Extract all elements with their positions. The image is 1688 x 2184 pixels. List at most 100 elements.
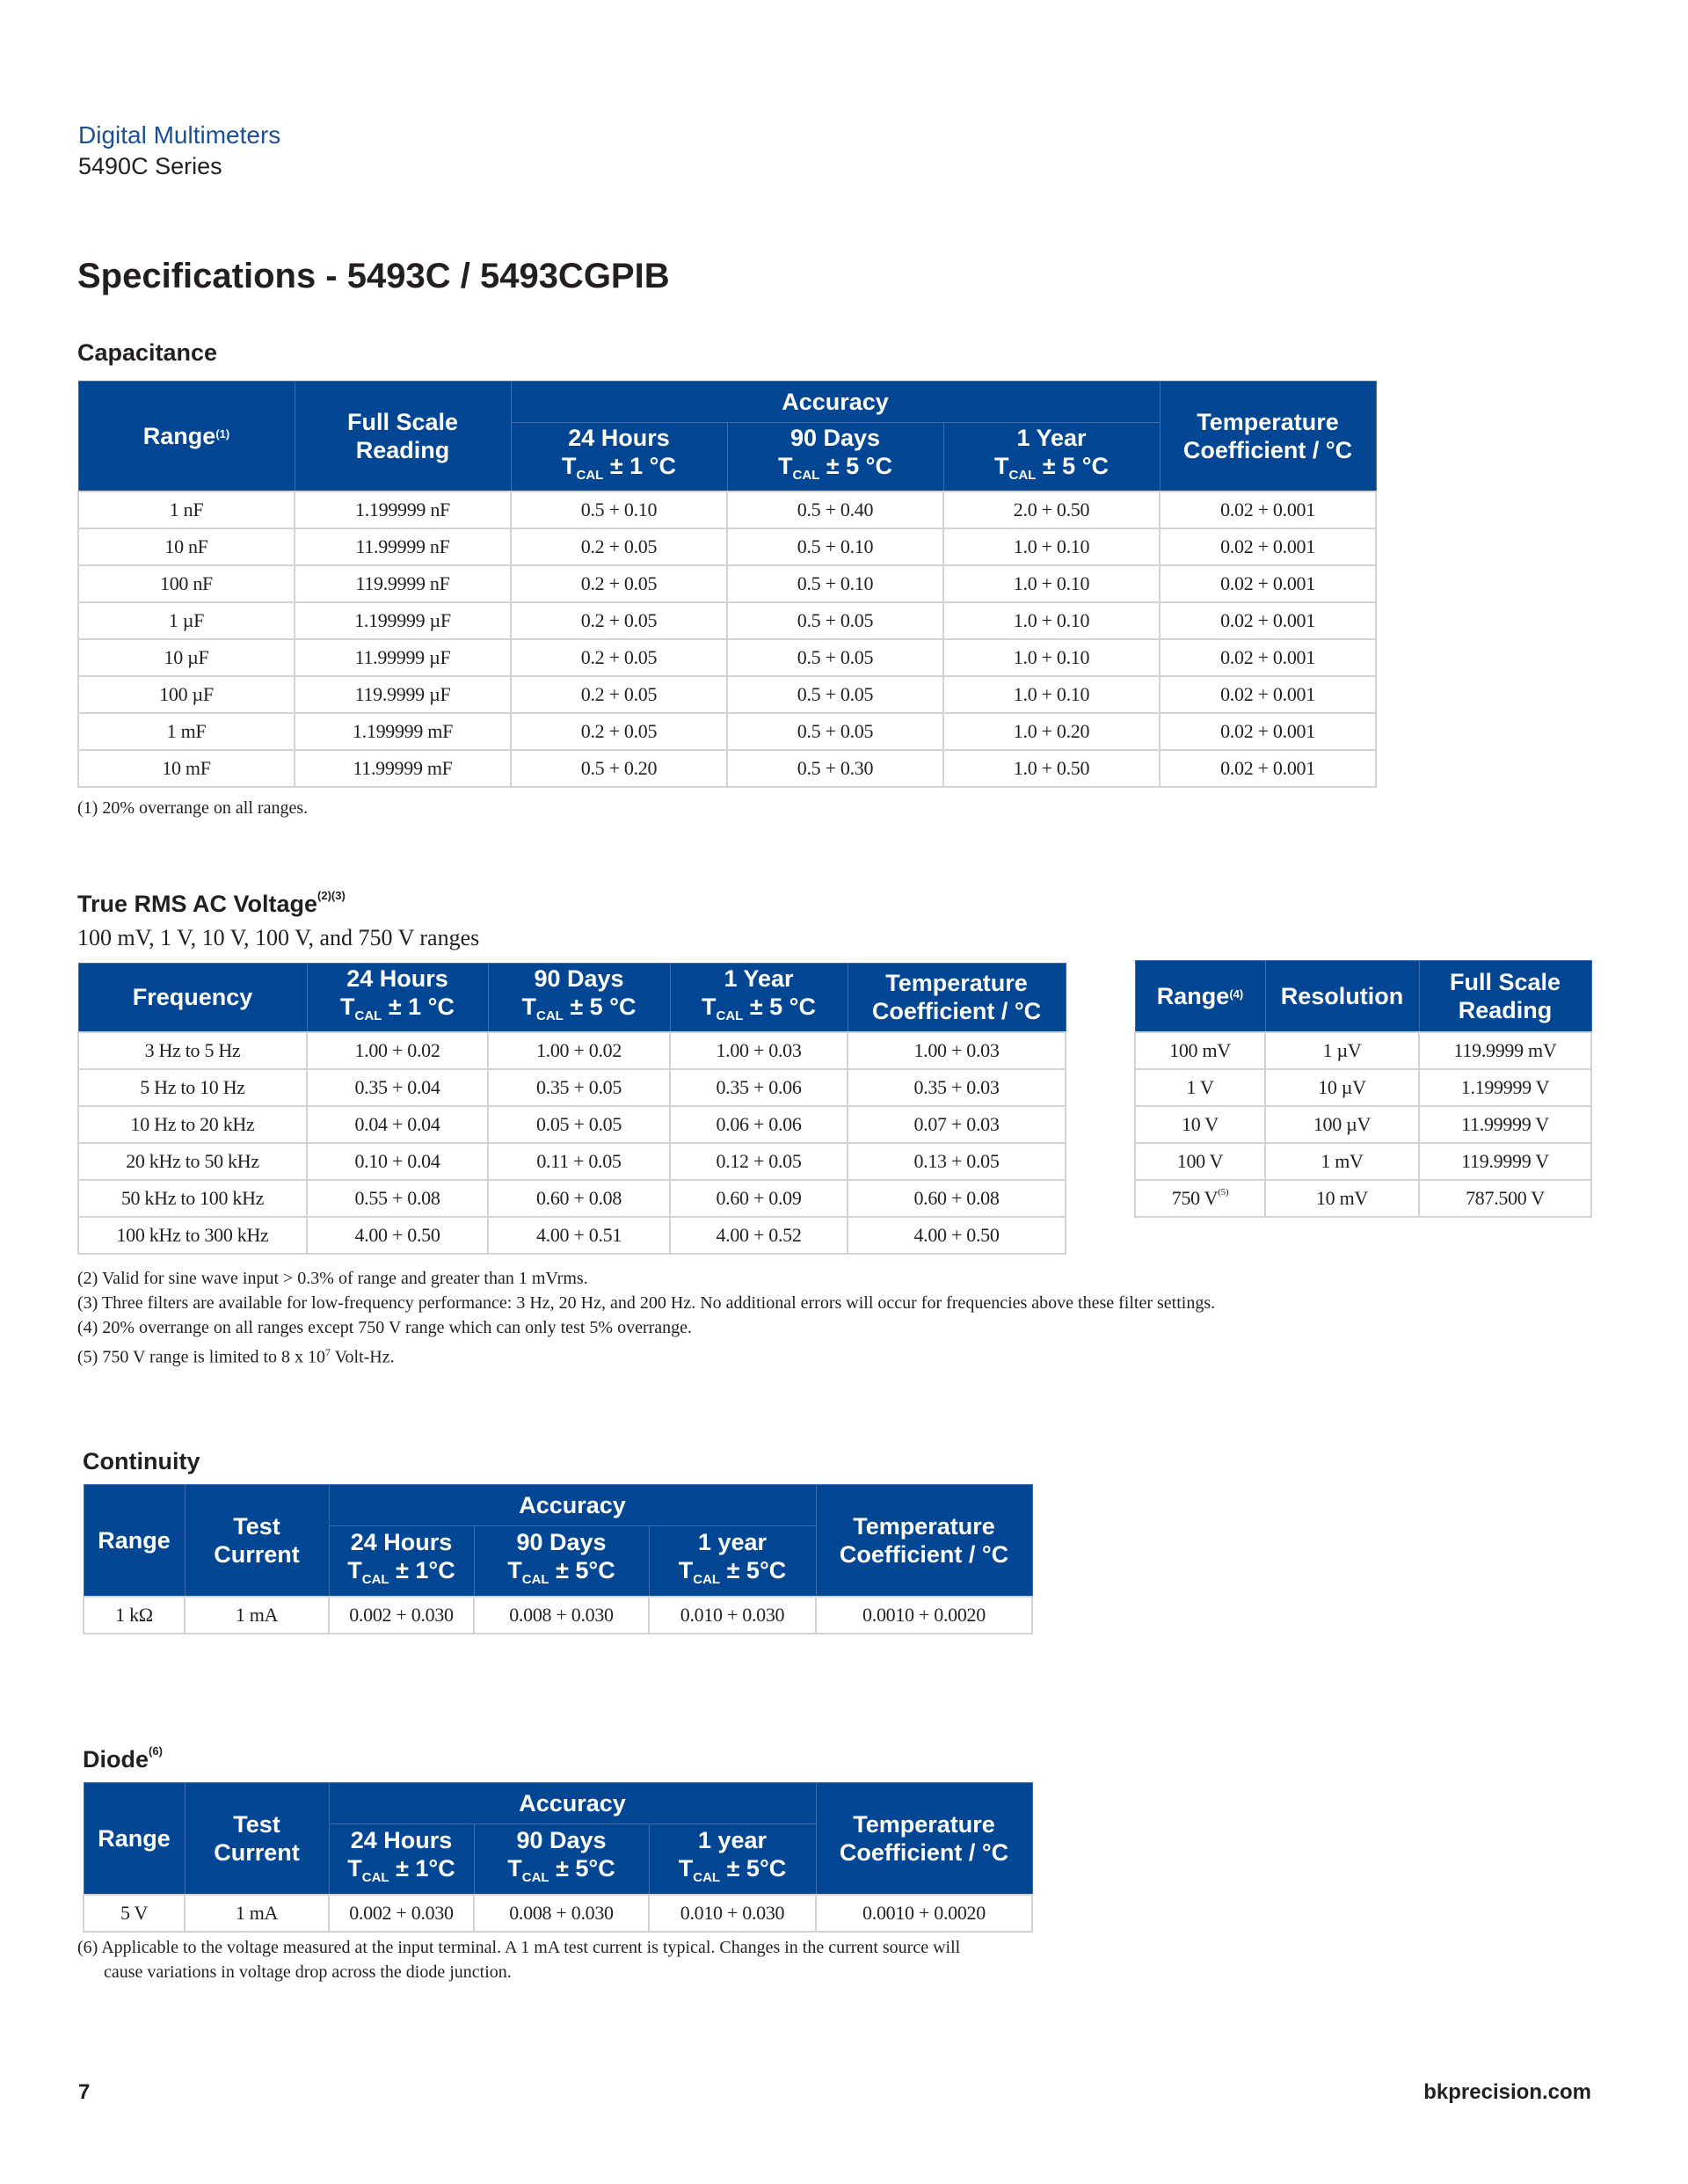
cell-value: 1 µF — [168, 608, 205, 631]
table-cell: 0.010 + 0.030 — [647, 1595, 818, 1634]
cell-value: 10 mV — [1315, 1186, 1368, 1209]
capacitance-footnote: (1) 20% overrange on all ranges. — [77, 798, 309, 818]
table-cell: 0.35 + 0.05 — [487, 1067, 671, 1107]
table-cell: 0.11 + 0.05 — [487, 1141, 671, 1181]
col-1y: 1 year TCAL ± 5°C — [648, 1824, 817, 1895]
table-cell: 0.02 + 0.001 — [1159, 527, 1378, 566]
cell-value: 4.00 + 0.50 — [354, 1223, 440, 1246]
brand-title: Digital Multimeters — [78, 121, 281, 149]
cell-value: 4.00 + 0.50 — [913, 1223, 1000, 1246]
table-cell: 100 µF — [77, 674, 295, 714]
col-range: Range — [83, 1782, 186, 1895]
table-row: 20 kHz to 50 kHz 0.10 + 0.04 0.11 + 0.05 0.… — [77, 1141, 1066, 1181]
cell-value: 0.06 + 0.06 — [716, 1112, 802, 1135]
col-90d: 90 Days TCAL ± 5 °C — [726, 422, 944, 491]
table-cell: 5 V — [83, 1893, 186, 1933]
table-cell: 1 µF — [77, 601, 295, 640]
table-row: 1 V 10 µV 1.199999 V — [1134, 1067, 1592, 1107]
diode-footnote: (6) Applicable to the voltage measured a… — [77, 1935, 960, 1984]
table-cell: 0.07 + 0.03 — [847, 1104, 1066, 1144]
cell-value: 10 µV — [1318, 1075, 1366, 1098]
ac-voltage-heading: True RMS AC Voltage(2)(3) — [77, 889, 346, 917]
col-resolution: Resolution — [1264, 960, 1420, 1032]
table-row: 100 V 1 mV 119.9999 V — [1134, 1141, 1592, 1181]
cell-value: 0.02 + 0.001 — [1220, 535, 1315, 557]
table-row: 1 mF 1.199999 mF 0.2 + 0.05 0.5 + 0.05 1.0 +… — [77, 711, 1378, 751]
website-link[interactable]: bkprecision.com — [1423, 2080, 1591, 2104]
ac-voltage-subtitle: 100 mV, 1 V, 10 V, 100 V, and 750 V rang… — [77, 925, 480, 950]
table-row: 100 mV 1 µV 119.9999 mV — [1134, 1030, 1592, 1070]
cell-value: 100 kHz to 300 kHz — [116, 1223, 269, 1246]
table-cell: 0.02 + 0.001 — [1159, 674, 1378, 714]
table-cell: 0.5 + 0.10 — [726, 564, 944, 603]
table-cell: 0.12 + 0.05 — [669, 1141, 848, 1181]
table-cell: 1.0 + 0.20 — [942, 711, 1161, 751]
table-cell: 1.0 + 0.10 — [942, 674, 1161, 714]
table-row: 5 V 1 mA 0.002 + 0.030 0.008 + 0.030 0.010 +… — [83, 1893, 1034, 1933]
cell-value: 10 V — [1182, 1112, 1219, 1135]
table-cell: 750 V(5) — [1134, 1178, 1266, 1218]
table-cell: 0.008 + 0.030 — [473, 1595, 650, 1634]
cell-value: 1.199999 nF — [355, 498, 450, 521]
table-cell: 1 mF — [77, 711, 295, 751]
col-accuracy: Accuracy — [328, 1782, 817, 1824]
page-number: 7 — [78, 2080, 91, 2104]
cell-value: 0.07 + 0.03 — [913, 1112, 1000, 1135]
table-row: 10 µF 11.99999 µF 0.2 + 0.05 0.5 + 0.05 1.0 … — [77, 637, 1378, 677]
table-row: 1 µF 1.199999 µF 0.2 + 0.05 0.5 + 0.05 1.0 +… — [77, 601, 1378, 640]
col-24h: 24 Hours TCAL ± 1°C — [328, 1824, 475, 1895]
cell-value: 11.99999 µF — [354, 645, 451, 668]
cell-value: 0.55 + 0.08 — [354, 1186, 440, 1209]
table-cell: 119.9999 mV — [1418, 1030, 1592, 1070]
table-cell: 1 mV — [1264, 1141, 1420, 1181]
cell-value: 1.0 + 0.50 — [1013, 756, 1090, 779]
col-accuracy: Accuracy — [328, 1484, 817, 1526]
table-cell: 1 mA — [184, 1595, 330, 1634]
col-range: Range(1) — [77, 381, 295, 491]
table-cell: 1.199999 V — [1418, 1067, 1592, 1107]
table-cell: 0.2 + 0.05 — [510, 711, 728, 751]
cell-value: 0.35 + 0.04 — [354, 1075, 440, 1098]
table-cell: 1.00 + 0.03 — [847, 1030, 1066, 1070]
cell-value: 0.35 + 0.05 — [535, 1075, 622, 1098]
col-full-scale: Full Scale Reading — [294, 381, 512, 491]
cell-value: 4.00 + 0.51 — [535, 1223, 622, 1246]
cell-value: 1.0 + 0.20 — [1013, 719, 1090, 742]
table-cell: 0.5 + 0.10 — [510, 490, 728, 529]
cell-value: 0.5 + 0.30 — [797, 756, 874, 779]
table-cell: 1.0 + 0.10 — [942, 564, 1161, 603]
cell-value: 100 µF — [159, 682, 214, 705]
col-range: Range(4) — [1134, 960, 1266, 1032]
cell-value: 100 mV — [1169, 1038, 1231, 1061]
table-row: 10 Hz to 20 kHz 0.04 + 0.04 0.05 + 0.05 0.0… — [77, 1104, 1066, 1144]
footnote-2: (2) Valid for sine wave input > 0.3% of … — [77, 1269, 588, 1288]
table-cell: 1.199999 µF — [294, 601, 512, 640]
cell-value: 0.2 + 0.05 — [580, 571, 658, 594]
cell-value: 0.02 + 0.001 — [1220, 608, 1315, 631]
cell-value: 0.5 + 0.20 — [580, 756, 658, 779]
cell-value: 5 Hz to 10 Hz — [140, 1075, 245, 1098]
cell-value: 0.60 + 0.08 — [913, 1186, 1000, 1209]
table-cell: 0.60 + 0.08 — [847, 1178, 1066, 1218]
footnote-ref: (5) — [1218, 1186, 1229, 1198]
table-cell: 0.5 + 0.05 — [726, 711, 944, 751]
cell-value: 787.500 V — [1466, 1186, 1545, 1209]
table-cell: 1.00 + 0.02 — [487, 1030, 671, 1070]
table-cell: 1 µV — [1264, 1030, 1420, 1070]
table-cell: 1 kΩ — [83, 1595, 186, 1634]
table-cell: 4.00 + 0.50 — [306, 1215, 489, 1255]
table-cell: 20 kHz to 50 kHz — [77, 1141, 308, 1181]
cell-value: 119.9999 nF — [355, 571, 450, 594]
table-cell: 119.9999 nF — [294, 564, 512, 603]
table-cell: 0.5 + 0.05 — [726, 674, 944, 714]
cell-value: 0.2 + 0.05 — [580, 535, 658, 557]
cell-value: 0.60 + 0.09 — [716, 1186, 802, 1209]
cell-value: 0.35 + 0.06 — [716, 1075, 802, 1098]
cell-value: 0.13 + 0.05 — [913, 1149, 1000, 1172]
col-1y: 1 Year TCAL ± 5 °C — [669, 963, 848, 1032]
cell-value: 1 V — [1186, 1075, 1214, 1098]
table-cell: 0.04 + 0.04 — [306, 1104, 489, 1144]
cell-value: 1 kΩ — [115, 1603, 153, 1626]
table-row: 10 mF 11.99999 mF 0.5 + 0.20 0.5 + 0.30 1.0 … — [77, 748, 1378, 788]
col-temp-coef: Temperature Coefficient / °C — [815, 1782, 1033, 1895]
